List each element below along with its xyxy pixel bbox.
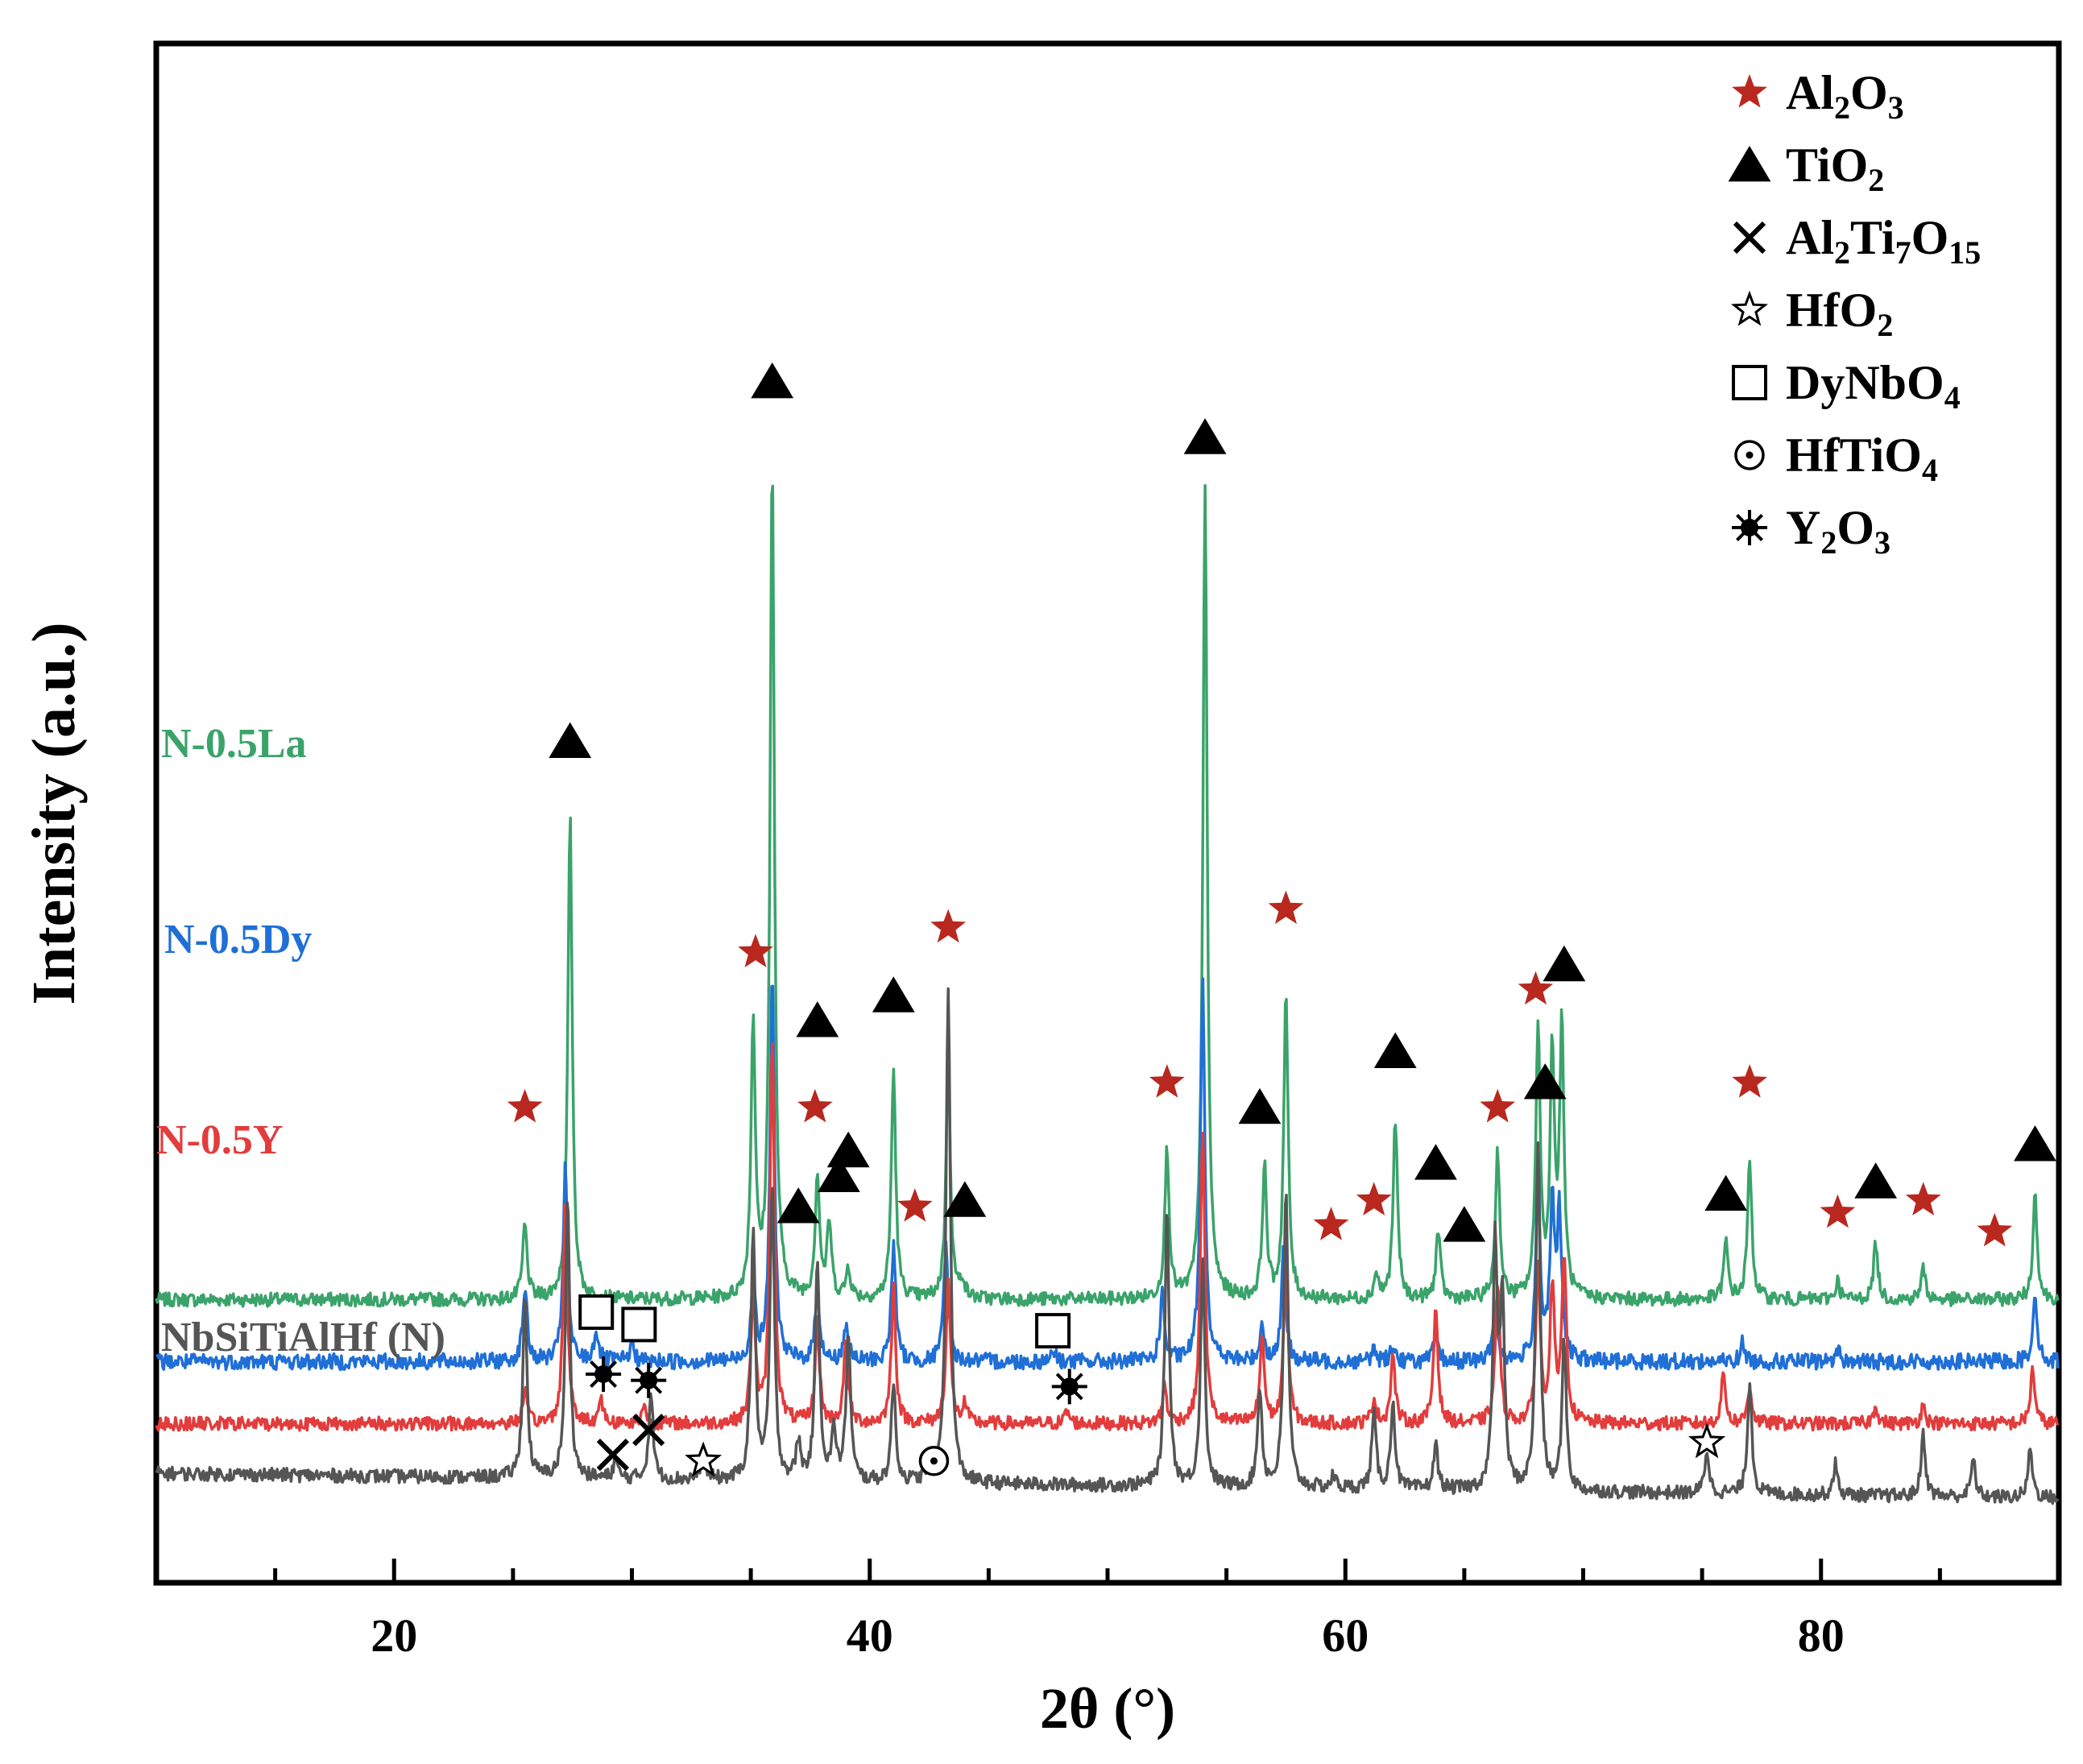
triangle-marker — [1704, 1174, 1748, 1211]
legend-label-hftio4: HfTiO4 — [1786, 429, 1938, 488]
triangle-marker — [1414, 1144, 1457, 1180]
series-line-1 — [155, 977, 2060, 1372]
red-star-marker — [1732, 1064, 1767, 1098]
red-star-marker — [1313, 1207, 1349, 1240]
x-tick-label: 20 — [371, 1609, 417, 1662]
triangle-marker — [826, 1131, 870, 1168]
red-star-marker — [738, 934, 773, 967]
series-layer — [155, 484, 2060, 1505]
sun-marker — [586, 1356, 622, 1392]
red-star-marker — [1356, 1182, 1392, 1215]
triangle-marker — [1854, 1162, 1898, 1199]
triangle-marker — [796, 1001, 839, 1037]
square-marker — [1035, 1313, 1071, 1349]
x-axis-title: 2θ (°) — [1040, 1676, 1175, 1741]
series-label-y: N-0.5Y — [156, 1117, 283, 1163]
open-star-marker — [685, 1441, 723, 1477]
legend-label-hfo2: HfO2 — [1786, 284, 1893, 343]
cross-icon — [1733, 221, 1766, 255]
red-star-marker — [930, 909, 967, 943]
marker-layer — [507, 362, 2056, 1477]
series-line-2 — [155, 1041, 2060, 1432]
legend-label-al2ti7o15: Al2Ti7O15 — [1786, 211, 1981, 271]
open-star-icon — [1730, 290, 1769, 326]
series-label-la: N-0.5La — [161, 721, 307, 767]
x-tick-label: 80 — [1798, 1609, 1845, 1662]
square-marker — [578, 1294, 615, 1330]
series-line-3 — [155, 987, 2060, 1505]
x-axis: 20 40 60 80 — [154, 1559, 2061, 1662]
red-star-marker — [797, 1088, 833, 1123]
dotted-circle-icon — [1734, 440, 1765, 470]
triangle-marker — [872, 976, 915, 1012]
triangle-marker — [1238, 1087, 1282, 1124]
red-star-marker — [1905, 1182, 1941, 1215]
open-square-icon — [1732, 365, 1767, 400]
sun-marker — [631, 1362, 667, 1398]
triangle-marker — [549, 722, 592, 758]
red-star-marker — [1268, 890, 1304, 925]
red-star-marker — [1977, 1212, 2013, 1247]
triangle-marker — [817, 1156, 860, 1192]
triangle-marker — [776, 1187, 820, 1224]
cross-marker — [632, 1414, 665, 1447]
legend-label-y2o3: Y2O3 — [1786, 501, 1890, 561]
x-tick-label: 40 — [847, 1609, 893, 1662]
red-star-marker — [1518, 971, 1554, 1005]
triangle-marker — [1183, 418, 1227, 454]
triangle-marker — [1443, 1206, 1486, 1242]
series-label-dy: N-0.5Dy — [164, 917, 312, 963]
triangle-marker — [2014, 1125, 2056, 1162]
red-star-marker — [507, 1088, 543, 1123]
triangle-marker — [1373, 1032, 1417, 1068]
y-axis-title: Intensity (a.u.) — [20, 622, 88, 1004]
legend: Al2O3 TiO2 Al2Ti7O15 HfO2 DyNbO4 HfTiO4 Y2O3 — [1728, 66, 1981, 561]
triangle-marker — [943, 1181, 987, 1217]
legend-label-al2o3: Al2O3 — [1786, 66, 1904, 126]
legend-label-dynbo4: DyNbO4 — [1786, 356, 1961, 416]
triangle-marker — [1543, 945, 1586, 982]
triangle-marker — [1523, 1063, 1567, 1099]
red-star-marker — [1480, 1088, 1516, 1123]
series-line-0 — [155, 484, 2060, 1308]
cross-marker — [596, 1438, 630, 1472]
black-triangle-icon — [1728, 146, 1771, 182]
square-marker — [621, 1306, 657, 1343]
red-star-marker — [1149, 1064, 1185, 1098]
sun-marker — [1051, 1369, 1087, 1405]
dot-circle-marker — [918, 1446, 950, 1476]
sun-icon — [1732, 510, 1767, 545]
red-star-marker — [897, 1188, 933, 1222]
open-star-marker — [1688, 1422, 1726, 1459]
red-star-icon — [1732, 74, 1767, 108]
series-label-n: NbSiTiAlHf (N) — [161, 1315, 445, 1360]
x-tick-label: 60 — [1322, 1609, 1369, 1662]
legend-label-tio2: TiO2 — [1786, 139, 1884, 198]
triangle-marker — [751, 362, 794, 399]
red-star-marker — [1820, 1194, 1856, 1228]
